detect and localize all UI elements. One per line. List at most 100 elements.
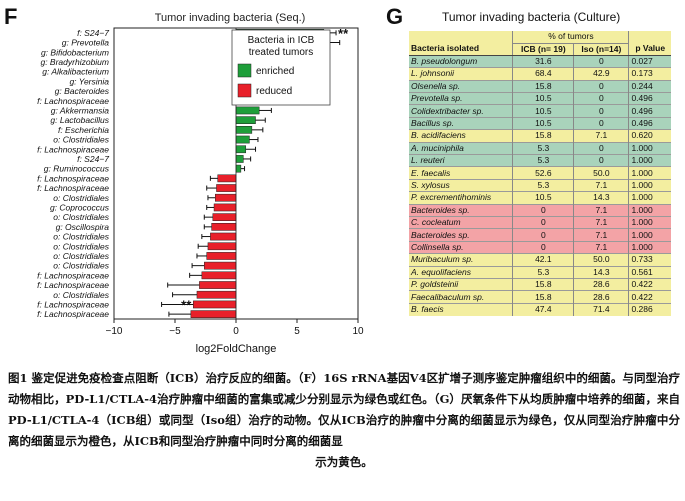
bacteria-name-cell: Muribaculum sp. (409, 253, 513, 267)
icb-cell: 10.5 (512, 116, 574, 130)
table-row: A. equolifaciens 5.3 14.3 0.561 (409, 265, 671, 279)
table-row: Bacteroides sp. 0 7.1 1.000 (409, 203, 671, 217)
table-row: Prevotella sp. 10.5 0 0.496 (409, 92, 671, 105)
table-row: B. faecis 47.4 71.4 0.286 (409, 302, 671, 316)
icb-cell: 0 (512, 240, 574, 254)
pvalue-cell: 0.422 (628, 290, 671, 304)
bacteria-name-cell: Prevotella sp. (409, 92, 513, 105)
caption-text: 图1 鉴定促进免疫检查点阻断（ICB）治疗反应的细菌。（F）16S rRNA基因… (8, 371, 680, 448)
icb-cell: 0 (512, 203, 574, 217)
table-row: B. acidifaciens 15.8 7.1 0.620 (409, 129, 671, 143)
table-row: C. cocleatum 0 7.1 1.000 (409, 215, 671, 229)
iso-cell: 14.3 (573, 265, 629, 279)
table-row: B. pseudolongum 31.6 0 0.027 (409, 54, 671, 68)
panel-f: F Tumor invading bacteria (Seq.) f: S24−7… (0, 0, 372, 360)
legend-label-enriched: enriched (256, 66, 294, 77)
icb-cell: 52.6 (512, 166, 574, 180)
pvalue-cell: 1.000 (628, 203, 671, 217)
pct-header: % of tumors (512, 31, 629, 44)
y-tick-label: o: Clostridiales (53, 232, 109, 242)
bacteria-name-cell: Faecalibaculum sp. (409, 290, 513, 304)
table-row: L. reuteri 5.3 0 1.000 (409, 153, 671, 167)
bacteria-name-cell: P. excrementihominis (409, 191, 513, 205)
col-header-bacteria: Bacteria isolated (409, 43, 513, 56)
bar-reduced (204, 261, 237, 270)
iso-cell: 0 (573, 79, 629, 93)
y-tick-label: g: Prevotella (62, 38, 110, 48)
bacteria-name-cell: Olsenella sp. (409, 79, 513, 93)
iso-cell: 28.6 (573, 290, 629, 304)
iso-cell: 0 (573, 104, 629, 118)
bacteria-name-cell: S. xylosus (409, 178, 513, 192)
x-axis-label: log2FoldChange (196, 343, 277, 355)
pvalue-cell: 0.620 (628, 129, 671, 143)
x-tick-label: −5 (169, 326, 181, 337)
icb-cell: 5.3 (512, 141, 574, 155)
bar-reduced (206, 252, 237, 260)
table-row: P. goldsteinii 15.8 28.6 0.422 (409, 277, 671, 291)
bar-enriched (235, 106, 260, 115)
iso-cell: 7.1 (573, 240, 629, 254)
bacteria-name-cell: Bacteroides sp. (409, 203, 513, 217)
y-tick-label: f: Lachnospiraceae (37, 270, 109, 280)
pvalue-cell: 0.173 (628, 67, 671, 81)
pvalue-cell: 0.422 (628, 277, 671, 291)
table-title: Tumor invading bacteria (Culture) (442, 10, 621, 24)
table-row: Bacillus sp. 10.5 0 0.496 (409, 116, 671, 130)
bar-reduced (217, 174, 237, 183)
icb-cell: 15.8 (512, 290, 574, 304)
iso-cell: 50.0 (573, 166, 629, 180)
table-row: Collinsella sp. 0 7.1 1.000 (409, 240, 671, 254)
bar-enriched (235, 135, 250, 144)
x-tick-label: 10 (352, 326, 364, 337)
y-tick-label: g: Lactobacillus (50, 115, 109, 125)
bar-reduced (190, 310, 237, 318)
icb-cell: 5.3 (512, 265, 574, 279)
iso-cell: 0 (573, 92, 629, 105)
pvalue-cell: 0.561 (628, 265, 671, 279)
iso-cell: 0 (573, 153, 629, 167)
pvalue-cell: 0.286 (628, 302, 671, 316)
panel-f-letter: F (4, 4, 18, 29)
y-tick-label: g: Akkermansia (51, 105, 110, 115)
bar-reduced (207, 242, 237, 251)
bar-enriched (235, 145, 247, 154)
y-tick-label: g: Coprococcus (50, 202, 110, 212)
y-tick-label: f: S24−7 (77, 154, 109, 164)
bacteria-name-cell: A. equolifaciens (409, 265, 513, 279)
pvalue-cell: 1.000 (628, 228, 671, 242)
pvalue-cell: 1.000 (628, 178, 671, 192)
y-tick-label: o: Clostridiales (53, 241, 109, 251)
bacteria-name-cell: P. goldsteinii (409, 277, 513, 291)
y-tick-label: f: Lachnospiraceae (37, 183, 109, 193)
table-row: Muribaculum sp. 42.1 50.0 0.733 (409, 253, 671, 267)
iso-cell: 50.0 (573, 253, 629, 267)
y-tick-label: g: Oscillospira (56, 222, 110, 232)
panel-g-letter: G (386, 4, 404, 29)
iso-cell: 0 (573, 54, 629, 68)
pvalue-cell: 1.000 (628, 215, 671, 229)
legend-swatch-reduced (237, 83, 252, 98)
legend-title: Bacteria in ICB (248, 35, 315, 46)
bacteria-name-cell: Bacteroides sp. (409, 228, 513, 242)
pvalue-cell: 0.733 (628, 253, 671, 267)
icb-cell: 10.5 (512, 104, 574, 118)
y-tick-label: f: Lachnospiraceae (37, 280, 109, 290)
table-header-row: Bacteria isolated ICB (n= 19) Iso (n=14)… (409, 43, 671, 56)
y-tick-label: g: Bacteroides (55, 86, 110, 96)
y-tick-label: o: Clostridiales (53, 193, 109, 203)
icb-cell: 0 (512, 228, 574, 242)
pvalue-cell: 0.244 (628, 79, 671, 93)
pvalue-cell: 1.000 (628, 141, 671, 155)
y-tick-label: o: Clostridiales (53, 290, 109, 300)
table-row: P. excrementihominis 10.5 14.3 1.000 (409, 191, 671, 205)
legend-title: treated tumors (249, 47, 313, 58)
col-header-icb: ICB (n= 19) (512, 43, 574, 56)
table-row: E. faecalis 52.6 50.0 1.000 (409, 166, 671, 180)
icb-cell: 42.1 (512, 253, 574, 267)
table-super-header: % of tumors (409, 31, 671, 44)
table-row: Bacteroides sp. 0 7.1 1.000 (409, 228, 671, 242)
pvalue-cell: 1.000 (628, 153, 671, 167)
col-header-iso: Iso (n=14) (573, 43, 629, 56)
pvalue-cell: 0.496 (628, 92, 671, 105)
